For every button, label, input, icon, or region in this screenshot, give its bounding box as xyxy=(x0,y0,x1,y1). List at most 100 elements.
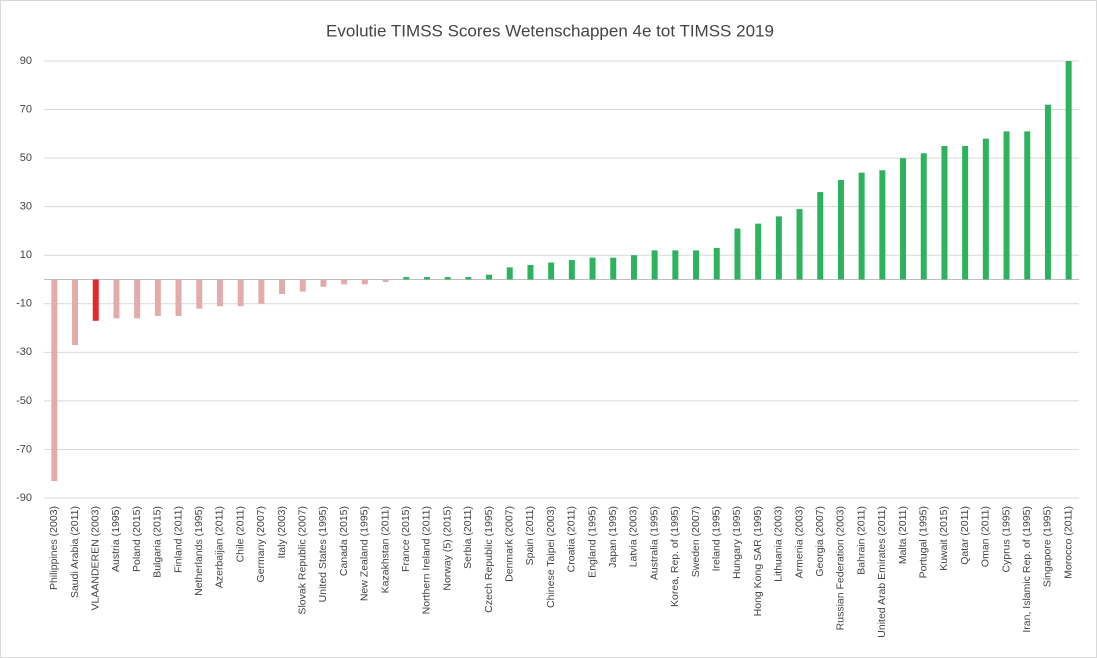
y-tick-label: 50 xyxy=(20,152,32,164)
x-tick-label: Northern Ireland (2011) xyxy=(421,506,433,614)
x-tick-label: Italy (2003) xyxy=(276,506,288,559)
x-tick-label: Bulgaria (2015) xyxy=(152,506,164,578)
x-tick-label: Korea, Rep. of (1995) xyxy=(669,506,681,607)
bar xyxy=(382,279,389,282)
bar xyxy=(920,153,927,280)
x-tick-label: Chinese Taipei (2003) xyxy=(545,506,557,608)
bar xyxy=(403,277,410,280)
bar xyxy=(713,247,720,280)
bar xyxy=(879,170,886,280)
bar xyxy=(548,262,555,280)
bar xyxy=(175,279,182,316)
bar xyxy=(837,179,844,280)
x-tick-label: Netherlands (1995) xyxy=(193,506,205,596)
y-tick-label: -50 xyxy=(16,395,32,407)
x-tick-label: England (1995) xyxy=(586,506,598,578)
bar xyxy=(154,279,161,316)
bar xyxy=(817,192,824,280)
x-tick-label: Lithuania (2003) xyxy=(773,506,785,582)
y-tick-label: -70 xyxy=(16,443,32,455)
bar xyxy=(361,279,368,285)
x-tick-label: Singapore (1995) xyxy=(1042,506,1054,587)
x-tick-label: Poland (2015) xyxy=(131,506,143,572)
bar xyxy=(630,255,637,280)
bar xyxy=(258,279,265,304)
y-tick-label: 90 xyxy=(20,55,32,67)
bar xyxy=(527,264,534,280)
x-tick-label: Malta (2011) xyxy=(897,506,909,564)
bar xyxy=(444,277,451,280)
bar xyxy=(465,277,472,280)
x-tick-label: Kazakhstan (2011) xyxy=(379,506,391,593)
bar xyxy=(216,279,223,307)
bar xyxy=(320,279,327,287)
y-tick-label: -10 xyxy=(16,298,32,310)
bar xyxy=(506,267,513,280)
bar xyxy=(982,138,989,280)
x-tick-label: Qatar (2011) xyxy=(959,506,971,565)
bar xyxy=(610,257,617,280)
x-tick-label: France (2015) xyxy=(400,506,412,572)
bar xyxy=(51,279,58,482)
x-tick-label: Hungary (1995) xyxy=(731,506,743,579)
bar xyxy=(279,279,286,295)
y-tick-label: 10 xyxy=(20,249,32,261)
x-tick-label: Saudi Arabia (2011) xyxy=(69,506,81,598)
bar xyxy=(734,228,741,280)
bar xyxy=(568,260,575,280)
x-tick-label: Cyprus (1995) xyxy=(1000,506,1012,573)
bar xyxy=(900,158,907,280)
bar xyxy=(651,250,658,280)
x-tick-label: Japan (1995) xyxy=(607,506,619,568)
x-tick-label: United Arab Emirates (2011) xyxy=(876,506,888,638)
x-tick-label: Spain (2011) xyxy=(524,506,536,565)
y-tick-label: -30 xyxy=(16,346,32,358)
bar xyxy=(486,274,493,280)
x-tick-label: Iran, Islamic Rep. of (1995) xyxy=(1021,506,1033,633)
bar xyxy=(1065,61,1072,280)
x-tick-label: Austria (1995) xyxy=(110,506,122,572)
x-tick-label: Germany (2007) xyxy=(255,506,267,582)
x-tick-label: Australia (1995) xyxy=(648,506,660,580)
x-tick-label: Armenia (2003) xyxy=(793,506,805,578)
y-tick-label: 30 xyxy=(20,201,32,213)
x-tick-label: Portugal (1995) xyxy=(918,506,930,578)
x-tick-label: Bahrain (2011) xyxy=(855,506,867,575)
x-tick-label: Azerbaijan (2011) xyxy=(214,506,226,588)
x-tick-label: Kuwait (2015) xyxy=(938,506,950,571)
bar xyxy=(796,209,803,280)
x-tick-label: Sweden (2007) xyxy=(690,506,702,577)
bar xyxy=(1024,131,1031,280)
x-tick-label: Chile (2011) xyxy=(234,506,246,562)
bar xyxy=(672,250,679,280)
x-tick-label: Canada (2015) xyxy=(338,506,350,576)
x-tick-label: Norway (5) (2015) xyxy=(441,506,453,591)
bar xyxy=(693,250,700,280)
bar xyxy=(72,279,79,346)
x-tick-label: Slovak Republic (2007) xyxy=(297,506,309,615)
x-tick-label: Georgia (2007) xyxy=(814,506,826,577)
bar xyxy=(589,257,596,280)
x-tick-label: New Zealand (1995) xyxy=(359,506,371,601)
x-tick-label: Morocco (2011) xyxy=(1062,506,1074,579)
bar xyxy=(1044,104,1051,280)
x-tick-label: VLAANDEREN (2003) xyxy=(90,506,102,610)
x-tick-label: Ireland (1995) xyxy=(711,506,723,571)
x-tick-label: Finland (2011) xyxy=(172,506,184,573)
x-tick-label: Philippines (2003) xyxy=(48,506,60,590)
bar xyxy=(92,279,99,321)
bar xyxy=(134,279,141,319)
x-tick-label: United States (1995) xyxy=(317,506,329,602)
bar xyxy=(1003,131,1010,280)
chart-title: Evolutie TIMSS Scores Wetenschappen 4e t… xyxy=(326,21,774,40)
bar xyxy=(113,279,120,319)
x-tick-label: Serbia (2011) xyxy=(462,506,474,569)
x-tick-label: Czech Republic (1995) xyxy=(483,506,495,613)
bar xyxy=(962,145,969,280)
bar xyxy=(196,279,203,309)
x-tick-label: Croatia (2011) xyxy=(566,506,578,572)
bar xyxy=(858,172,865,280)
bar xyxy=(775,216,782,280)
y-tick-label: 70 xyxy=(20,103,32,115)
